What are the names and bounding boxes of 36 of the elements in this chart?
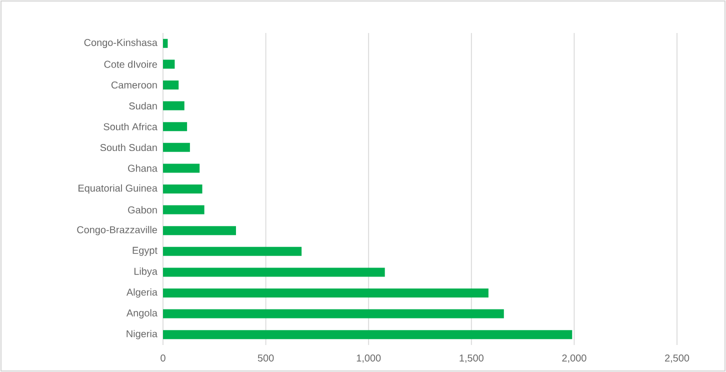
y-tick-label: Algeria xyxy=(126,288,158,298)
bar xyxy=(163,38,168,48)
bar xyxy=(163,184,202,194)
bar xyxy=(163,164,200,173)
bar xyxy=(163,226,236,236)
bar xyxy=(163,268,385,277)
bar xyxy=(163,122,188,132)
y-tick-label: Gabon xyxy=(128,206,157,214)
bar xyxy=(163,309,504,318)
bar xyxy=(163,330,572,340)
bar xyxy=(163,80,179,90)
y-tick-label: Congo-Brazzaville xyxy=(77,226,158,236)
y-tick-label: Nigeria xyxy=(126,330,158,340)
y-tick-label: South Africa xyxy=(104,122,158,130)
y-tick-label: Cote dIvoire xyxy=(104,60,158,68)
x-tick-label: 0 xyxy=(160,354,166,362)
bar xyxy=(163,101,184,110)
y-tick-label: Ghana xyxy=(128,164,158,172)
y-tick-label: Cameroon xyxy=(111,81,157,89)
y-tick-label: South Sudan xyxy=(100,144,157,152)
y-tick-label: Libya xyxy=(134,268,158,277)
y-tick-label: Equatorial Guinea xyxy=(78,184,158,194)
x-tick-label: 1,500 xyxy=(460,354,484,363)
x-tick-label: 1,000 xyxy=(356,354,381,363)
bar xyxy=(163,205,204,214)
y-tick-label: Egypt xyxy=(132,246,158,256)
y-tick-label: Congo-Kinshasa xyxy=(84,38,158,48)
bar xyxy=(163,60,175,69)
x-tick-label: 2,500 xyxy=(665,354,690,363)
y-tick-label: Angola xyxy=(126,309,158,318)
bar xyxy=(163,142,190,152)
x-tick-label: 500 xyxy=(258,354,274,362)
bar xyxy=(163,246,302,256)
y-tick-label: Sudan xyxy=(129,102,157,110)
x-tick-label: 2,000 xyxy=(562,354,586,363)
bar xyxy=(163,288,488,298)
